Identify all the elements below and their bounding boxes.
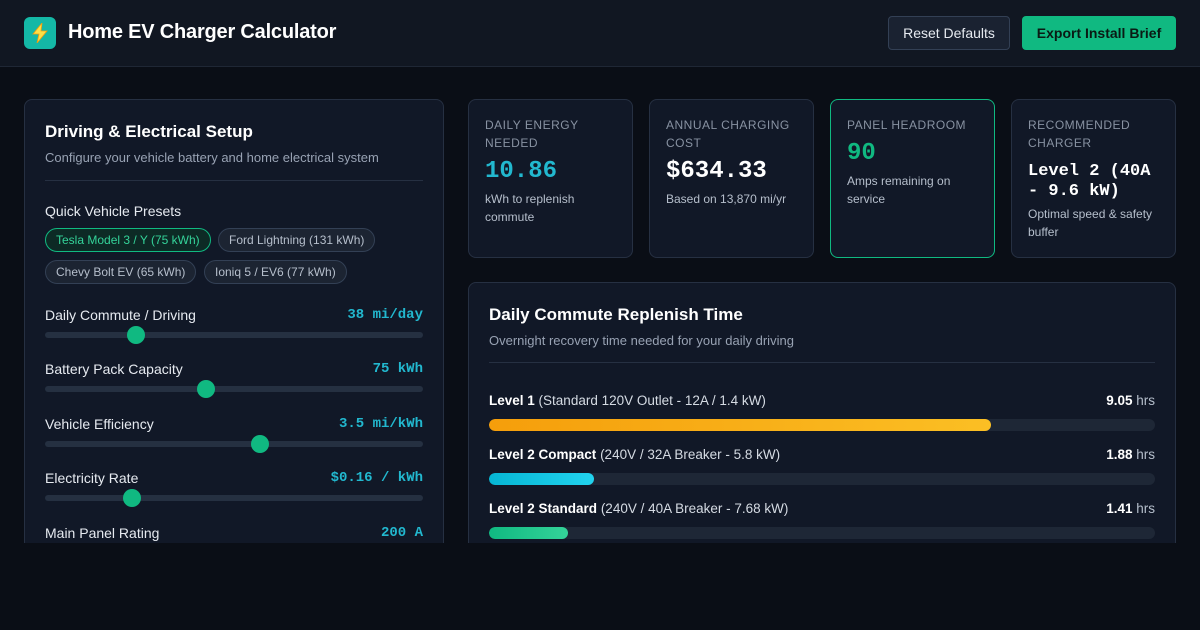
- level-name: Level 2 Standard: [489, 501, 598, 516]
- level-time: 1.88 hrs: [1106, 447, 1155, 462]
- battery-capacity-slider-row: Battery Pack Capacity 75 kWh: [45, 361, 423, 401]
- divider: [45, 180, 423, 181]
- app-title: Home EV Charger Calculator: [68, 21, 337, 43]
- slider-value: $0.16 / kWh: [330, 470, 423, 486]
- slider-track[interactable]: [45, 441, 423, 447]
- level-detail: (240V / 32A Breaker - 5.8 kW): [600, 447, 781, 462]
- level-hours: 9.05: [1106, 393, 1133, 408]
- level1-row: Level 1 (Standard 120V Outlet - 12A / 1.…: [489, 393, 1155, 433]
- stat-label: Recommended Charger: [1028, 118, 1131, 150]
- replenish-title: Daily Commute Replenish Time: [489, 305, 743, 324]
- slider-label: Electricity Rate: [45, 470, 139, 486]
- level2-standard-row: Level 2 Standard (240V / 40A Breaker - 7…: [489, 501, 1155, 541]
- slider-label: Battery Pack Capacity: [45, 361, 183, 377]
- panel-headroom-card: Panel Headroom 90 Amps remaining on serv…: [830, 99, 995, 258]
- level1-fill: [489, 419, 992, 431]
- daily-energy-card: Daily Energy Needed 10.86 kWh to repleni…: [468, 99, 633, 258]
- slider-thumb[interactable]: [126, 326, 145, 344]
- vehicle-efficiency-slider-row: Vehicle Efficiency 3.5 mi/kWh: [45, 416, 423, 456]
- stat-note: kWh to replenish commute: [485, 192, 575, 224]
- stat-note: Based on 13,870 mi/yr: [666, 192, 787, 206]
- slider-label: Daily Commute / Driving: [45, 307, 196, 323]
- setup-panel: Driving & Electrical Setup Configure you…: [24, 99, 444, 543]
- level-unit: hrs: [1136, 501, 1155, 516]
- slider-thumb[interactable]: [122, 489, 141, 507]
- setup-subtitle: Configure your vehicle battery and home …: [45, 150, 379, 165]
- level-detail: (Standard 120V Outlet - 12A / 1.4 kW): [538, 393, 766, 408]
- replenish-panel: Daily Commute Replenish Time Overnight r…: [468, 282, 1176, 543]
- annual-cost-card: Annual Charging Cost $634.33 Based on 13…: [649, 99, 814, 258]
- slider-label: Vehicle Efficiency: [45, 416, 154, 432]
- level-hours: 1.88: [1106, 447, 1133, 462]
- level-track: [489, 419, 1155, 431]
- replenish-subtitle: Overnight recovery time needed for your …: [489, 333, 794, 348]
- level-label: Level 2 Compact (240V / 32A Breaker - 5.…: [489, 447, 780, 462]
- preset-chevy-bolt-chip[interactable]: Chevy Bolt EV (65 kWh): [45, 260, 197, 284]
- stat-value: 10.86: [485, 158, 558, 185]
- recommended-charger-card: Recommended Charger Level 2 (40A - 9.6 k…: [1011, 99, 1176, 258]
- preset-ioniq-ev6-chip[interactable]: Ioniq 5 / EV6 (77 kWh): [204, 260, 347, 284]
- level-time: 1.41 hrs: [1106, 501, 1155, 516]
- lightning-bolt-icon: [24, 17, 56, 49]
- preset-ford-lightning-chip[interactable]: Ford Lightning (131 kWh): [218, 228, 376, 252]
- stat-label: Panel Headroom: [847, 118, 967, 132]
- main-panel-rating-slider-row: Main Panel Rating 200 A: [45, 525, 423, 543]
- setup-title: Driving & Electrical Setup: [45, 122, 253, 141]
- level-unit: hrs: [1136, 447, 1155, 462]
- level-label: Level 1 (Standard 120V Outlet - 12A / 1.…: [489, 393, 766, 408]
- electricity-rate-slider-row: Electricity Rate $0.16 / kWh: [45, 470, 423, 510]
- reset-defaults-button[interactable]: Reset Defaults: [888, 16, 1010, 50]
- slider-track[interactable]: [45, 495, 423, 501]
- slider-thumb[interactable]: [251, 435, 270, 453]
- level-track: [489, 473, 1155, 485]
- level-detail: (240V / 40A Breaker - 7.68 kW): [600, 501, 789, 516]
- app-header: Home EV Charger Calculator Reset Default…: [0, 0, 1200, 67]
- level-unit: hrs: [1136, 393, 1155, 408]
- main-content: Driving & Electrical Setup Configure you…: [0, 67, 1200, 543]
- slider-value: 3.5 mi/kWh: [338, 416, 423, 432]
- level2-compact-row: Level 2 Compact (240V / 32A Breaker - 5.…: [489, 447, 1155, 487]
- stat-value: 90: [847, 140, 876, 167]
- divider: [489, 362, 1155, 363]
- slider-track[interactable]: [45, 332, 423, 338]
- level2-standard-fill: [489, 527, 568, 539]
- slider-track[interactable]: [45, 386, 423, 392]
- level-name: Level 2 Compact: [489, 447, 597, 462]
- level-track: [489, 527, 1155, 539]
- preset-tesla-chip[interactable]: Tesla Model 3 / Y (75 kWh): [45, 228, 211, 252]
- slider-value: 75 kWh: [372, 361, 423, 377]
- slider-thumb[interactable]: [196, 380, 215, 398]
- stat-label: Annual Charging Cost: [666, 118, 790, 150]
- daily-commute-slider-row: Daily Commute / Driving 38 mi/day: [45, 307, 423, 347]
- stat-note: Optimal speed & safety buffer: [1028, 207, 1153, 239]
- level-label: Level 2 Standard (240V / 40A Breaker - 7…: [489, 501, 788, 516]
- stat-value: $634.33: [666, 158, 767, 185]
- level-hours: 1.41: [1106, 501, 1133, 516]
- export-install-brief-button[interactable]: Export Install Brief: [1022, 16, 1176, 50]
- slider-value: 200 A: [380, 525, 423, 541]
- level-name: Level 1: [489, 393, 535, 408]
- slider-value: 38 mi/day: [347, 307, 423, 323]
- level2-compact-fill: [489, 473, 594, 485]
- level-time: 9.05 hrs: [1106, 393, 1155, 408]
- stat-value: Level 2 (40A - 9.6 kW): [1028, 162, 1151, 201]
- stat-note: Amps remaining on service: [847, 174, 951, 206]
- stat-label: Daily Energy Needed: [485, 118, 579, 150]
- presets-label: Quick Vehicle Presets: [45, 203, 182, 219]
- slider-label: Main Panel Rating: [45, 525, 160, 541]
